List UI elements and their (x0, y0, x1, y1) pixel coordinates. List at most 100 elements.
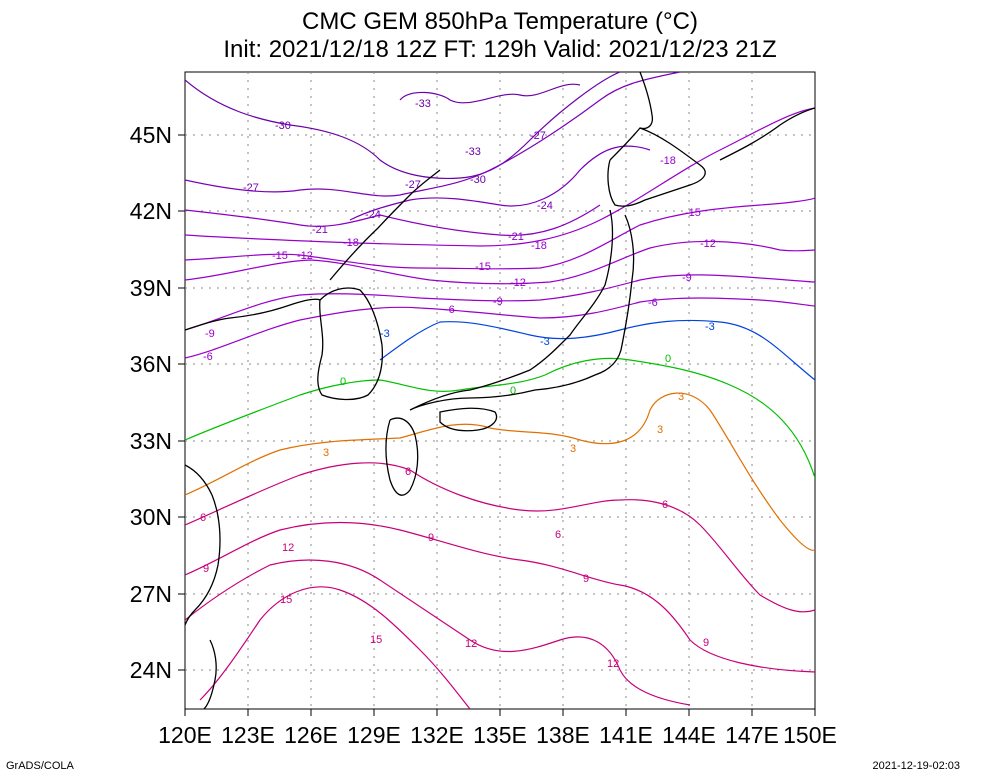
map-frame (184, 71, 816, 710)
coast-kuril (719, 107, 815, 161)
coast-korea (317, 287, 384, 401)
contour-label-12-a: 12 (282, 542, 294, 554)
lon-label-141: 141E (599, 722, 653, 748)
contour-label-minus3-b: -3 (540, 336, 550, 348)
contour-label-6-b: 6 (405, 466, 411, 478)
isotherm-6 (185, 462, 815, 613)
contour-label-12-c: 12 (607, 658, 619, 670)
map-title: CMC GEM 850hPa Temperature (°C) (302, 8, 698, 35)
isotherm-3 (185, 392, 815, 551)
isotherm-minus30 (185, 72, 621, 179)
coast-kyushu (385, 417, 419, 496)
isotherm-minus21 (185, 204, 601, 237)
lat-label-39: 39N (130, 275, 172, 301)
isotherm-minus15 (185, 197, 815, 270)
contour-label-minus15-c: -15 (685, 207, 701, 219)
graticule (185, 72, 815, 709)
footer-software-credit: GrADS/COLA (6, 760, 74, 772)
lon-label-144: 144E (662, 722, 716, 748)
contour-label-minus27-a: -27 (243, 182, 259, 194)
contour-label-minus12-a: -12 (297, 250, 313, 262)
coast-shikoku (439, 407, 498, 432)
contour-label-3-a: 3 (323, 447, 329, 459)
isotherm-9 (185, 521, 815, 673)
contour-label-0-b: 0 (510, 385, 516, 397)
lat-label-27: 27N (130, 581, 172, 607)
contour-label-minus15-a: -15 (272, 250, 288, 262)
contour-label-minus21-a: -21 (312, 224, 328, 236)
contour-label-minus9-c: -9 (682, 272, 692, 284)
contour-label-minus3-c: -3 (705, 321, 715, 333)
contour-label-minus30-a: -30 (275, 120, 291, 132)
contour-label-15-a: 15 (280, 594, 292, 606)
contour-label-minus24-b: -24 (537, 200, 553, 212)
map-subtitle: Init: 2021/12/18 12Z FT: 129h Valid: 202… (223, 36, 777, 63)
axis-ticks (178, 134, 816, 716)
isotherm-minus3 (379, 319, 815, 381)
coast-sakhalin (639, 72, 654, 130)
isotherm-minus12 (185, 240, 815, 285)
coast-mainland (185, 169, 441, 331)
lat-label-45: 45N (130, 122, 172, 148)
lon-label-120: 120E (158, 722, 212, 748)
isotherm-minus33 (399, 83, 581, 104)
contour-label-minus12-c: -12 (700, 238, 716, 250)
contour-label-15-b: 15 (370, 634, 382, 646)
coastlines (185, 72, 815, 709)
contour-label-minus18-b: -18 (531, 240, 547, 252)
isotherm-0 (185, 357, 815, 479)
contour-label-minus6-c: -6 (648, 297, 658, 309)
coast-hokkaido (607, 127, 706, 207)
contour-label-minus9-a: -9 (205, 328, 215, 340)
lat-label-42: 42N (130, 198, 172, 224)
coast-taiwan (203, 639, 217, 709)
isotherm-minus27 (185, 72, 681, 197)
lon-label-123: 123E (221, 722, 275, 748)
contour-label-minus33-a: -33 (415, 98, 431, 110)
lon-label-147: 147E (725, 722, 779, 748)
contour-label-9-a: 9 (203, 563, 209, 575)
contour-label-0-c: 0 (665, 353, 671, 365)
isotherm-minus6 (185, 297, 815, 359)
lat-label-24: 24N (130, 657, 172, 683)
lon-label-129: 129E (347, 722, 401, 748)
contour-label-3-c: 3 (678, 391, 684, 403)
contour-label-minus27-c: -27 (530, 130, 546, 142)
contour-label-minus18-a: -18 (343, 237, 359, 249)
isotherm-15 (199, 586, 471, 709)
contour-label-3-d: 3 (657, 424, 663, 436)
contour-label-minus30-b: -30 (470, 174, 486, 186)
contour-label-6-a: 6 (200, 512, 206, 524)
contour-label-9-b: 9 (428, 532, 434, 544)
contour-label-minus12-b: -12 (510, 277, 526, 289)
isotherm-minus9 (185, 274, 815, 331)
lon-label-150: 150E (783, 722, 837, 748)
lat-label-33: 33N (130, 428, 172, 454)
contour-label-minus18-c: -18 (660, 155, 676, 167)
lon-label-132: 132E (410, 722, 464, 748)
lat-label-36: 36N (130, 351, 172, 377)
isotherm-minus24 (349, 145, 651, 221)
contour-label-minus21-b: -21 (508, 231, 524, 243)
lon-label-135: 135E (473, 722, 527, 748)
contour-label-3-b: 3 (570, 443, 576, 455)
contour-label-minus15-b: -15 (475, 261, 491, 273)
contour-label-minus6-b: -6 (445, 304, 455, 316)
contour-label-minus9-b: -9 (493, 296, 503, 308)
lon-label-126: 126E (284, 722, 338, 748)
isotherm-12 (185, 559, 691, 706)
coast-honshu (409, 209, 635, 411)
contour-label-9-d: 9 (703, 637, 709, 649)
contour-label-minus33-b: -33 (465, 146, 481, 158)
contour-label-12-b: 12 (465, 638, 477, 650)
coast-china-east (185, 464, 221, 626)
contour-label-minus27-b: -27 (405, 179, 421, 191)
contour-label-minus3-a: -3 (380, 328, 390, 340)
contour-label-minus6-a: -6 (203, 351, 213, 363)
contour-label-6-c: 6 (555, 529, 561, 541)
footer-timestamp: 2021-12-19-02:03 (872, 760, 960, 772)
contour-label-minus24-a: -24 (365, 209, 381, 221)
contour-label-0-a: 0 (340, 376, 346, 388)
isotherm-minus18 (185, 107, 815, 247)
